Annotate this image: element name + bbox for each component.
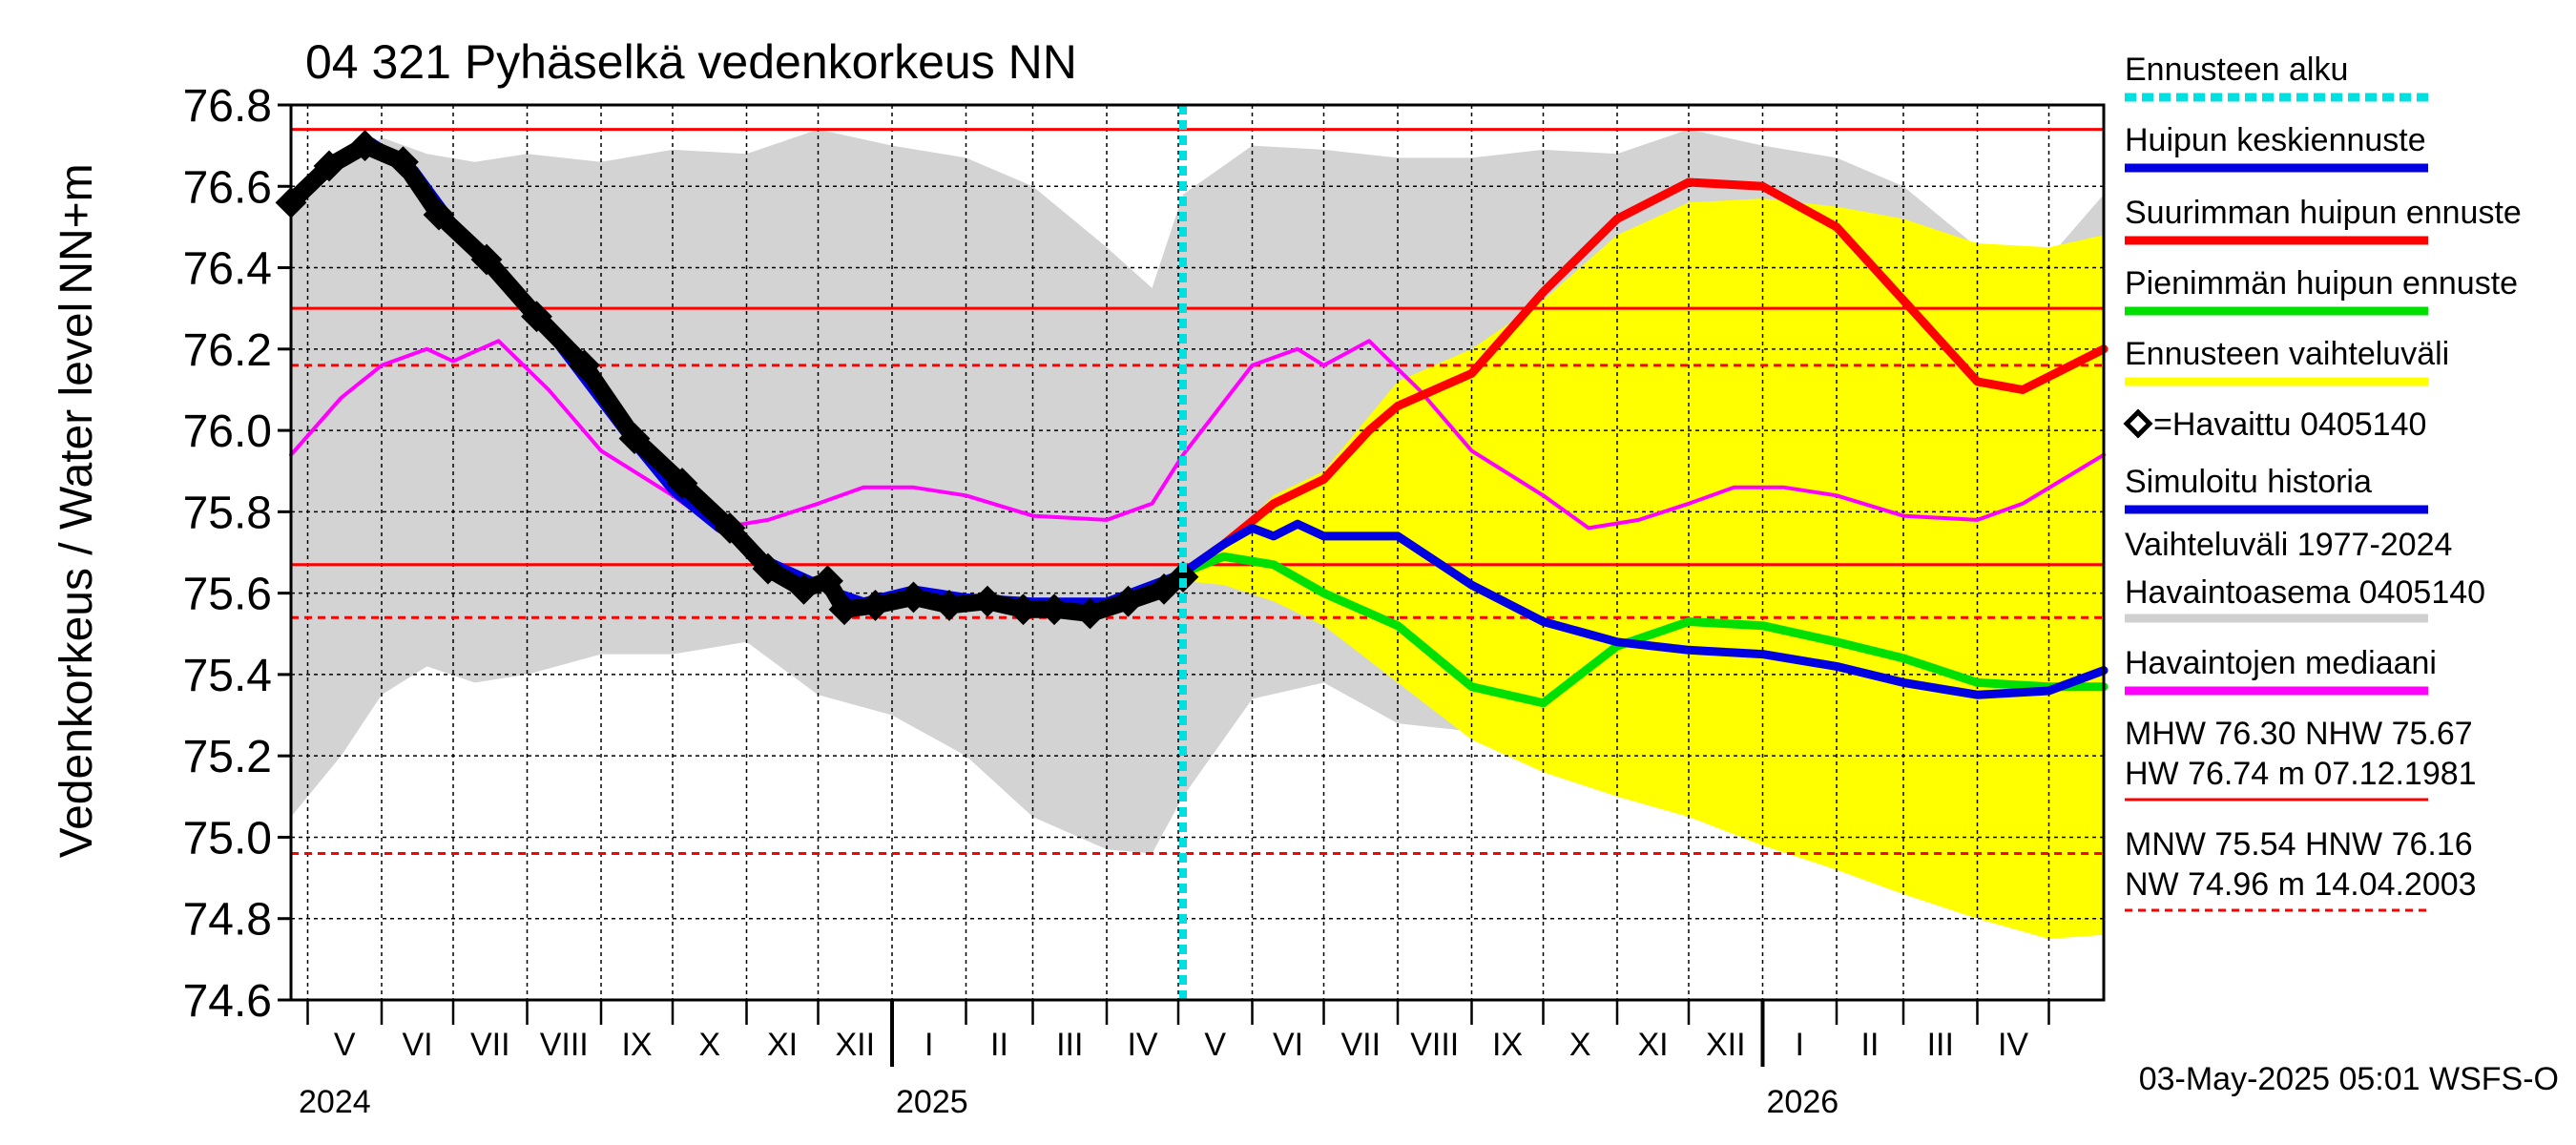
observed-point-16 (898, 581, 929, 614)
x-month-label-19: XII (1706, 1027, 1746, 1063)
y-tick-label-3: 75.2 (183, 732, 272, 782)
y-tick-label-10: 76.6 (183, 162, 272, 213)
observed-point-7 (569, 349, 600, 382)
legend-label-5: =Havaittu 0405140 (2153, 406, 2426, 443)
x-month-label-16: IX (1492, 1027, 1523, 1063)
y-tick-label-11: 76.8 (183, 81, 272, 132)
x-month-label-7: XII (835, 1027, 875, 1063)
y-tick-label-0: 74.6 (183, 976, 272, 1027)
x-month-label-11: IV (1127, 1027, 1157, 1063)
x-month-label-8: I (924, 1027, 933, 1063)
x-month-label-23: IV (1998, 1027, 2028, 1063)
observed-point-4 (423, 198, 455, 231)
y-tick-label-5: 75.6 (183, 570, 272, 620)
x-month-label-13: VI (1273, 1027, 1303, 1063)
y-tick-label-6: 75.8 (183, 488, 272, 538)
x-month-label-17: X (1569, 1027, 1591, 1063)
legend-label-6: Simuloitu historia (2125, 464, 2372, 500)
axes: 74.6 74.8 75.0 75.2 75.4 75.6 75.8 76.0 76.2 76.4… (183, 81, 2106, 1120)
legend-label-4: Ennusteen vaihteluväli (2125, 336, 2449, 372)
legend-label-10: MNW 75.54 HNW 76.16 (2125, 826, 2473, 863)
legend-label-1: Huipun keskiennuste (2125, 122, 2426, 158)
legend-label-7: Vaihteluväli 1977-2024 (2125, 527, 2452, 563)
legend-label-3: Pienimmän huipun ennuste (2125, 265, 2518, 302)
observed-point-23 (1148, 572, 1180, 605)
plot-frame (289, 103, 2106, 1002)
observed-point-14 (828, 593, 861, 626)
observed-point-20 (1038, 593, 1070, 626)
legend-label-0: Ennusteen alku (2125, 52, 2348, 88)
x-month-label-3: VIII (540, 1027, 589, 1063)
x-month-label-20: I (1796, 1027, 1804, 1063)
observed-point-21 (1074, 597, 1106, 630)
y-tick-label-9: 76.4 (183, 244, 272, 295)
x-month-label-6: XI (767, 1027, 798, 1063)
series-mean-peak-forecast (1178, 519, 2109, 699)
x-month-label-21: II (1861, 1027, 1880, 1063)
x-month-label-5: X (698, 1027, 720, 1063)
legend-label-2: Suurimman huipun ennuste (2125, 195, 2522, 231)
x-month-label-15: VIII (1410, 1027, 1459, 1063)
footer-timestamp: 03-May-2025 05:01 WSFS-O (2139, 1061, 2559, 1097)
y-tick-label-2: 75.0 (183, 813, 272, 864)
x-month-label-4: IX (621, 1027, 652, 1063)
observed-point-10 (714, 512, 746, 544)
legend-label-9: MHW 76.30 NHW 75.67 (2125, 716, 2473, 752)
series-max-peak-forecast (1178, 177, 2109, 577)
legend: Ennusteen alku Huipun keskiennuste Suurimm… (2123, 52, 2522, 912)
legend-label2-7: Havaintoasema 0405140 (2125, 574, 2485, 611)
observed-point-9 (666, 468, 698, 499)
legend-marker-5 (2123, 408, 2153, 439)
y-axis-unit: NN+m (52, 163, 102, 294)
observed-point-1 (313, 150, 345, 182)
legend-label-8: Havaintojen mediaani (2125, 645, 2437, 681)
observed-point-22 (1112, 585, 1144, 617)
x-month-label-18: XI (1637, 1027, 1668, 1063)
observed-point-6 (521, 301, 552, 333)
x-month-label-2: VII (470, 1027, 510, 1063)
observed-point-3 (387, 146, 419, 178)
x-year-label-2: 2026 (1767, 1084, 1839, 1120)
x-month-label-22: III (1927, 1027, 1954, 1063)
series-median (289, 339, 2106, 531)
y-tick-label-8: 76.2 (183, 325, 272, 376)
legend-label2-10: NW 74.96 m 14.04.2003 (2125, 866, 2477, 903)
y-axis-label: Vedenkorkeus / Water level (52, 302, 102, 859)
x-month-label-12: V (1204, 1027, 1226, 1063)
observed-point-19 (1008, 593, 1039, 626)
observed-point-5 (470, 243, 503, 276)
legend-label2-9: HW 76.74 m 07.12.1981 (2125, 756, 2477, 792)
observed-point-12 (788, 572, 820, 605)
y-tick-label-4: 75.4 (183, 651, 272, 701)
x-year-label-0: 2024 (299, 1084, 371, 1120)
x-month-label-0: V (334, 1027, 356, 1063)
observed-point-15 (860, 590, 891, 621)
observed-point-11 (752, 552, 784, 585)
x-month-label-10: III (1056, 1027, 1083, 1063)
chart-title: 04 321 Pyhäselkä vedenkorkeus NN (305, 35, 1077, 89)
x-month-label-9: II (990, 1027, 1008, 1063)
observed-point-18 (971, 585, 1004, 617)
y-tick-label-7: 76.0 (183, 406, 272, 457)
x-month-label-1: VI (402, 1027, 432, 1063)
plot-area (275, 104, 2109, 1001)
observed-point-8 (618, 423, 651, 455)
observed-point-13 (812, 565, 843, 597)
y-tick-label-1: 74.8 (183, 895, 272, 946)
observed-point-17 (933, 590, 966, 621)
observed-point-2 (349, 130, 381, 162)
x-month-label-14: VII (1340, 1027, 1381, 1063)
observed-point-24 (1167, 561, 1199, 593)
x-year-label-1: 2025 (896, 1084, 968, 1120)
